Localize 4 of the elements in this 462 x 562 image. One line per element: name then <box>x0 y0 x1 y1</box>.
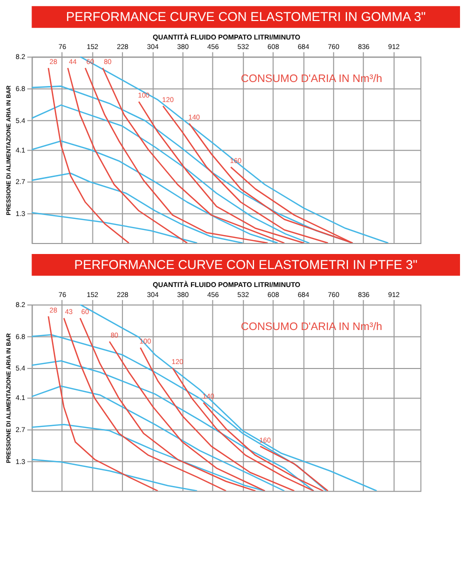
chart-title: PERFORMANCE CURVE CON ELASTOMETRI IN GOMMA 3" <box>66 8 426 24</box>
annotation: CONSUMO D'ARIA IN Nm³/h <box>240 72 382 85</box>
annotation: CONSUMO D'ARIA IN Nm³/h <box>240 320 382 333</box>
chart-title: PERFORMANCE CURVE CON ELASTOMETRI IN PTFE 3" <box>74 256 418 272</box>
